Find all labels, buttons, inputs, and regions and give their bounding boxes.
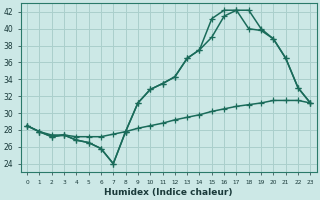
- X-axis label: Humidex (Indice chaleur): Humidex (Indice chaleur): [104, 188, 233, 197]
